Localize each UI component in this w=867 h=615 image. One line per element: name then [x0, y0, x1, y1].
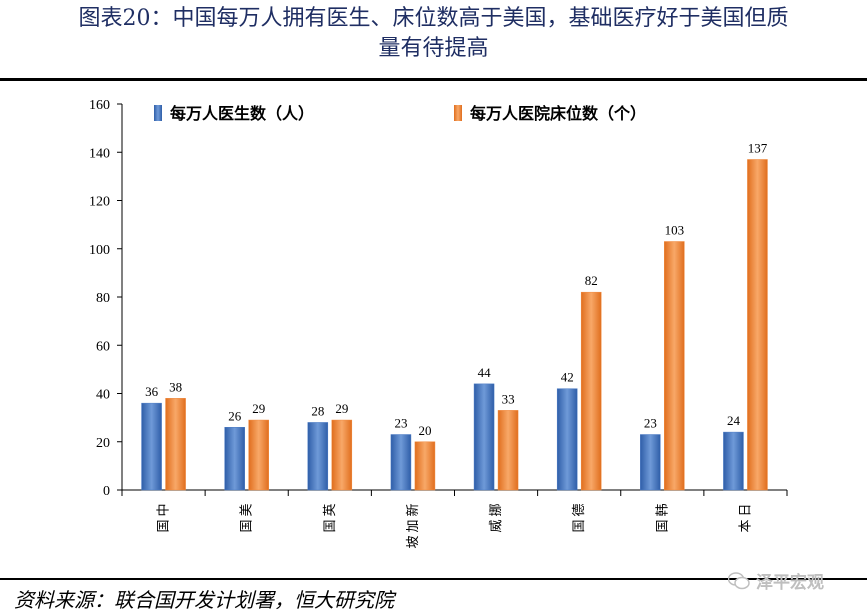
data-label-beds: 82 — [585, 273, 598, 288]
category-label: 坡 — [406, 535, 421, 548]
category-label: 新 — [405, 503, 421, 516]
category-label: 加 — [406, 519, 421, 532]
bar-beds — [414, 441, 436, 491]
bar-doctors — [723, 431, 744, 491]
bar-doctors — [224, 427, 245, 491]
watermark-text: 泽平宏观 — [756, 573, 824, 593]
data-label-beds: 29 — [335, 401, 348, 416]
data-label-beds: 38 — [169, 379, 182, 394]
legend-label-beds: 每万人医院床位数（个） — [470, 104, 646, 123]
data-label-beds: 103 — [665, 223, 685, 238]
bar-beds — [497, 410, 519, 491]
source-note: 资料来源：联合国开发计划署，恒大研究院 — [14, 588, 394, 612]
source-divider — [0, 578, 867, 580]
bar-doctors — [556, 388, 578, 491]
bar-beds — [664, 241, 685, 491]
bar-beds — [747, 159, 768, 491]
wechat-icon — [728, 571, 750, 589]
y-tick-label: 40 — [96, 388, 110, 403]
y-tick-label: 120 — [89, 195, 110, 210]
category-label: 韩 — [655, 503, 670, 516]
bar-beds — [580, 291, 602, 491]
y-tick-label: 100 — [89, 243, 110, 258]
bar-doctors — [390, 434, 412, 491]
title-line-2: 量有待提高 — [378, 36, 489, 61]
data-label-doctors: 44 — [478, 365, 492, 380]
category-label: 国 — [323, 519, 338, 532]
bar-beds — [248, 419, 269, 491]
bar-doctors — [640, 434, 661, 491]
chart-title: 图表20：中国每万人拥有医生、床位数高于美国，基础医疗好于美国但质 量有待提高 — [0, 4, 867, 64]
category-label: 国 — [240, 519, 255, 532]
y-tick-label: 0 — [103, 484, 110, 499]
bar-doctors — [473, 383, 495, 491]
y-tick-label: 60 — [96, 339, 110, 354]
legend-swatch-beds — [454, 105, 462, 121]
legend-swatch-doctors — [154, 105, 162, 121]
title-line-1: 图表20：中国每万人拥有医生、床位数高于美国，基础医疗好于美国但质 — [78, 6, 789, 31]
category-label: 国 — [655, 519, 670, 532]
category-label: 本 — [738, 519, 753, 532]
y-tick-label: 80 — [96, 291, 110, 306]
data-label-doctors: 23 — [644, 416, 657, 431]
data-label-beds: 20 — [418, 423, 431, 438]
data-label-doctors: 26 — [228, 408, 242, 423]
data-label-beds: 33 — [502, 391, 515, 406]
data-label-doctors: 42 — [561, 370, 574, 385]
y-tick-label: 140 — [89, 146, 110, 161]
bar-doctors — [307, 422, 329, 491]
data-label-doctors: 24 — [727, 413, 741, 428]
watermark: 泽平宏观 — [728, 568, 824, 593]
data-label-doctors: 36 — [145, 384, 159, 399]
title-divider — [0, 78, 867, 81]
bar-beds — [331, 419, 353, 491]
category-label: 日 — [738, 503, 753, 516]
category-label: 中 — [157, 503, 172, 516]
data-label-beds: 29 — [252, 401, 265, 416]
category-label: 国 — [572, 519, 587, 532]
data-label-doctors: 28 — [311, 403, 324, 418]
legend-label-doctors: 每万人医生数（人） — [170, 104, 314, 123]
category-label: 威 — [489, 519, 504, 532]
category-label: 挪 — [489, 503, 504, 516]
data-label-beds: 137 — [748, 140, 768, 155]
category-label: 美 — [240, 503, 255, 516]
y-tick-label: 20 — [96, 436, 110, 451]
category-label: 英 — [323, 503, 338, 516]
data-label-doctors: 23 — [394, 416, 407, 431]
category-label: 德 — [572, 503, 587, 516]
category-label: 国 — [157, 519, 172, 532]
bar-beds — [165, 398, 186, 491]
bar-doctors — [141, 402, 162, 491]
y-tick-label: 160 — [89, 98, 110, 113]
